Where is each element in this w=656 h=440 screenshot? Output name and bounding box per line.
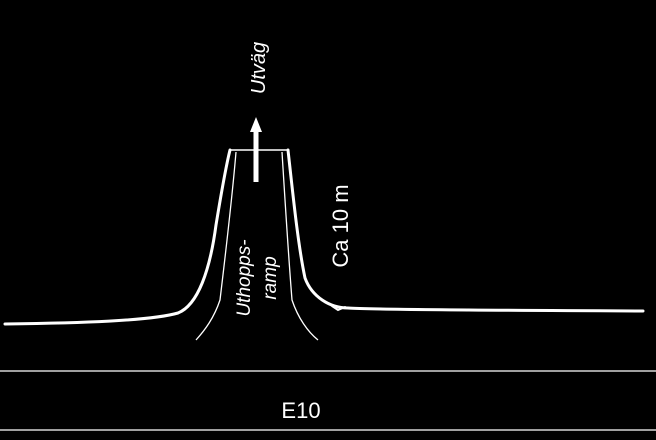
right-road-edge <box>286 148 645 313</box>
ramp-label-line1: Uthopps- <box>234 239 255 316</box>
ramp-inner-left-line <box>195 151 237 341</box>
road-label: E10 <box>281 398 320 423</box>
exit-road-label: Utväg <box>248 42 270 94</box>
right-edge-notch <box>331 305 346 312</box>
left-road-edge <box>3 148 232 326</box>
exit-arrow-head <box>250 117 262 132</box>
ramp-label-line2: ramp <box>260 256 281 299</box>
distance-label: Ca 10 m <box>328 184 353 267</box>
ramp-inner-right-line <box>281 151 319 341</box>
